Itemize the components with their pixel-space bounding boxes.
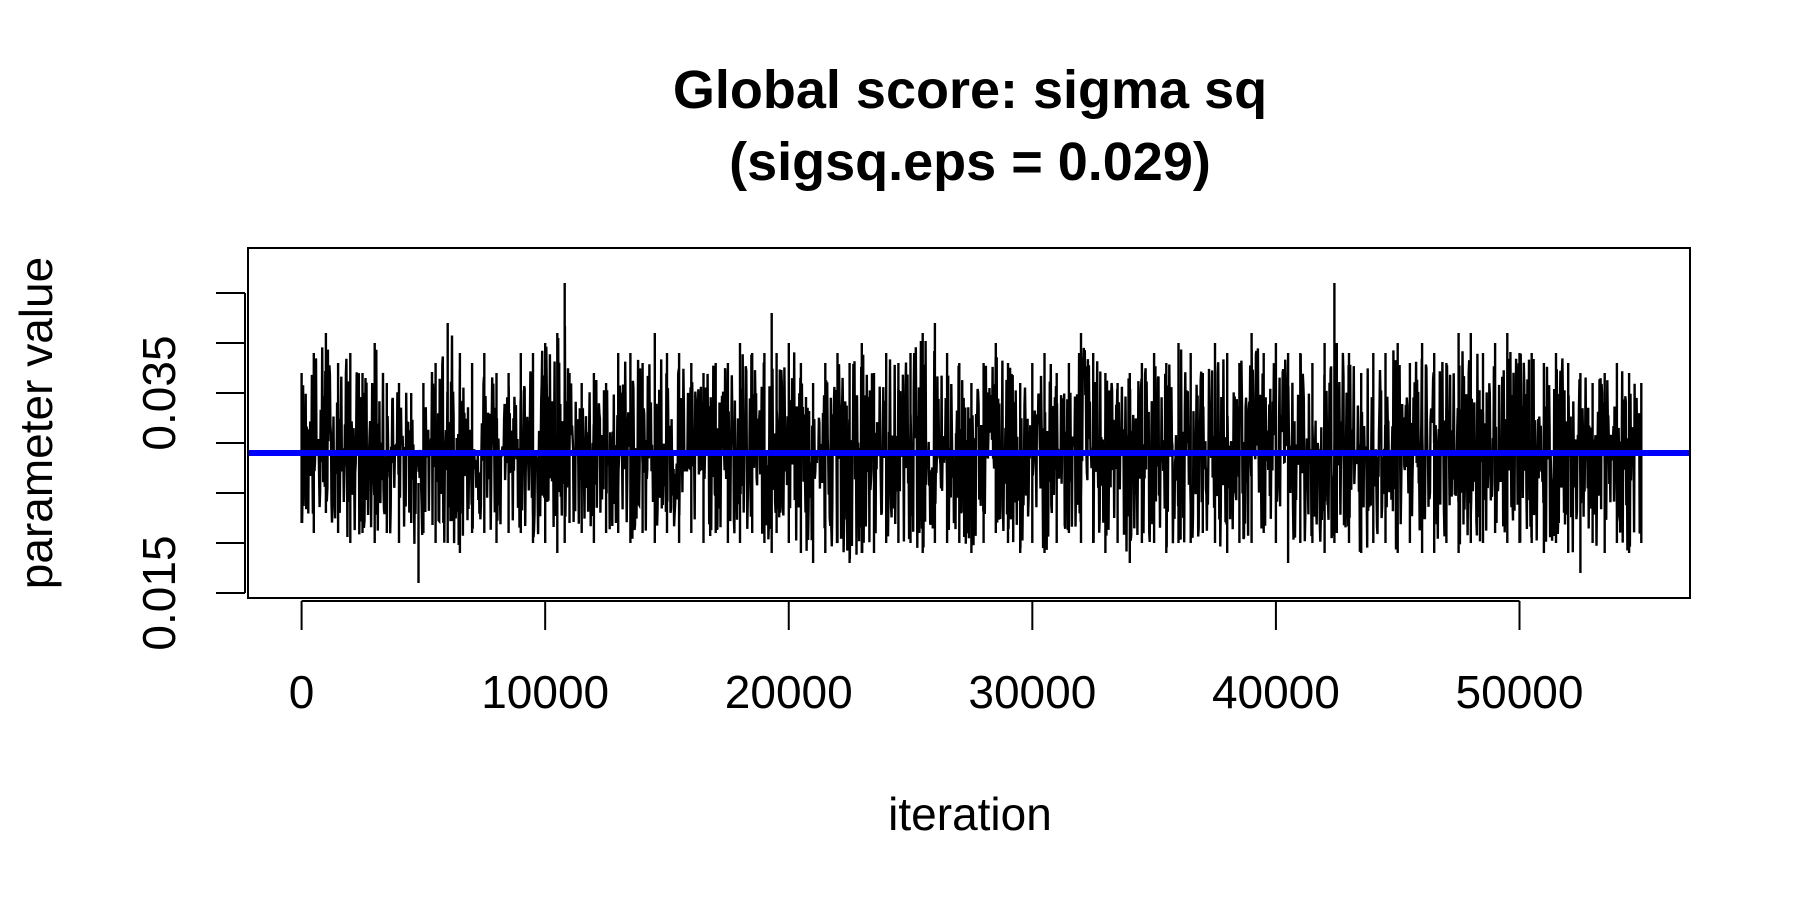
- x-axis-label: iteration: [888, 788, 1052, 840]
- plot-frame: [247, 247, 1691, 599]
- y-axis-label: parameter value: [10, 257, 62, 589]
- trace-series: [300, 283, 1643, 583]
- x-tick-label: 20000: [725, 666, 853, 718]
- y-axis: 0.015 0.035: [133, 292, 246, 651]
- chart-title-line-2: (sigsq.eps = 0.029): [729, 132, 1211, 192]
- trace-line: [300, 283, 1643, 583]
- x-tick-label: 50000: [1456, 666, 1584, 718]
- x-tick-label: 40000: [1212, 666, 1340, 718]
- y-tick-label: 0.015: [133, 535, 185, 650]
- y-tick-label: 0.035: [133, 335, 185, 450]
- x-tick-label: 10000: [481, 666, 609, 718]
- x-axis: 0 10000 20000 30000 40000 50000: [289, 600, 1584, 718]
- chart-title-line-1: Global score: sigma sq: [673, 60, 1267, 120]
- x-tick-label: 30000: [968, 666, 1096, 718]
- x-tick-label: 0: [289, 666, 315, 718]
